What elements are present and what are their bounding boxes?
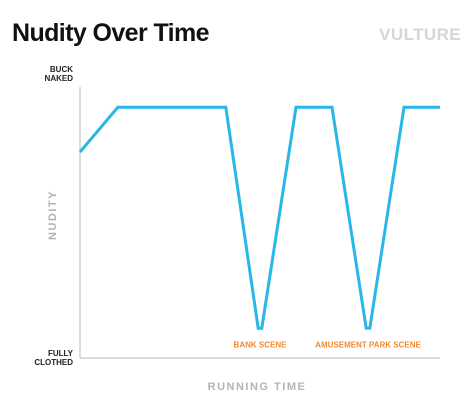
y-top-label-line1: BUCK — [50, 65, 73, 74]
x-axis-title: RUNNING TIME — [208, 381, 307, 393]
y-bottom-label-line1: FULLY — [48, 349, 74, 358]
annotation-group: BANK SCENE AMUSEMENT PARK SCENE — [234, 340, 422, 349]
y-axis-title: NUDITY — [47, 190, 59, 240]
vulture-logo: VULTURE — [379, 25, 461, 44]
y-bottom-label-line2: CLOTHED — [34, 358, 73, 367]
annotation-amusement-park-scene: AMUSEMENT PARK SCENE — [315, 340, 421, 349]
chart-title: Nudity Over Time — [12, 19, 210, 47]
y-top-label-line2: NAKED — [45, 74, 74, 83]
annotation-bank-scene: BANK SCENE — [234, 340, 288, 349]
nudity-line-series — [78, 105, 440, 330]
series-group — [78, 105, 440, 330]
